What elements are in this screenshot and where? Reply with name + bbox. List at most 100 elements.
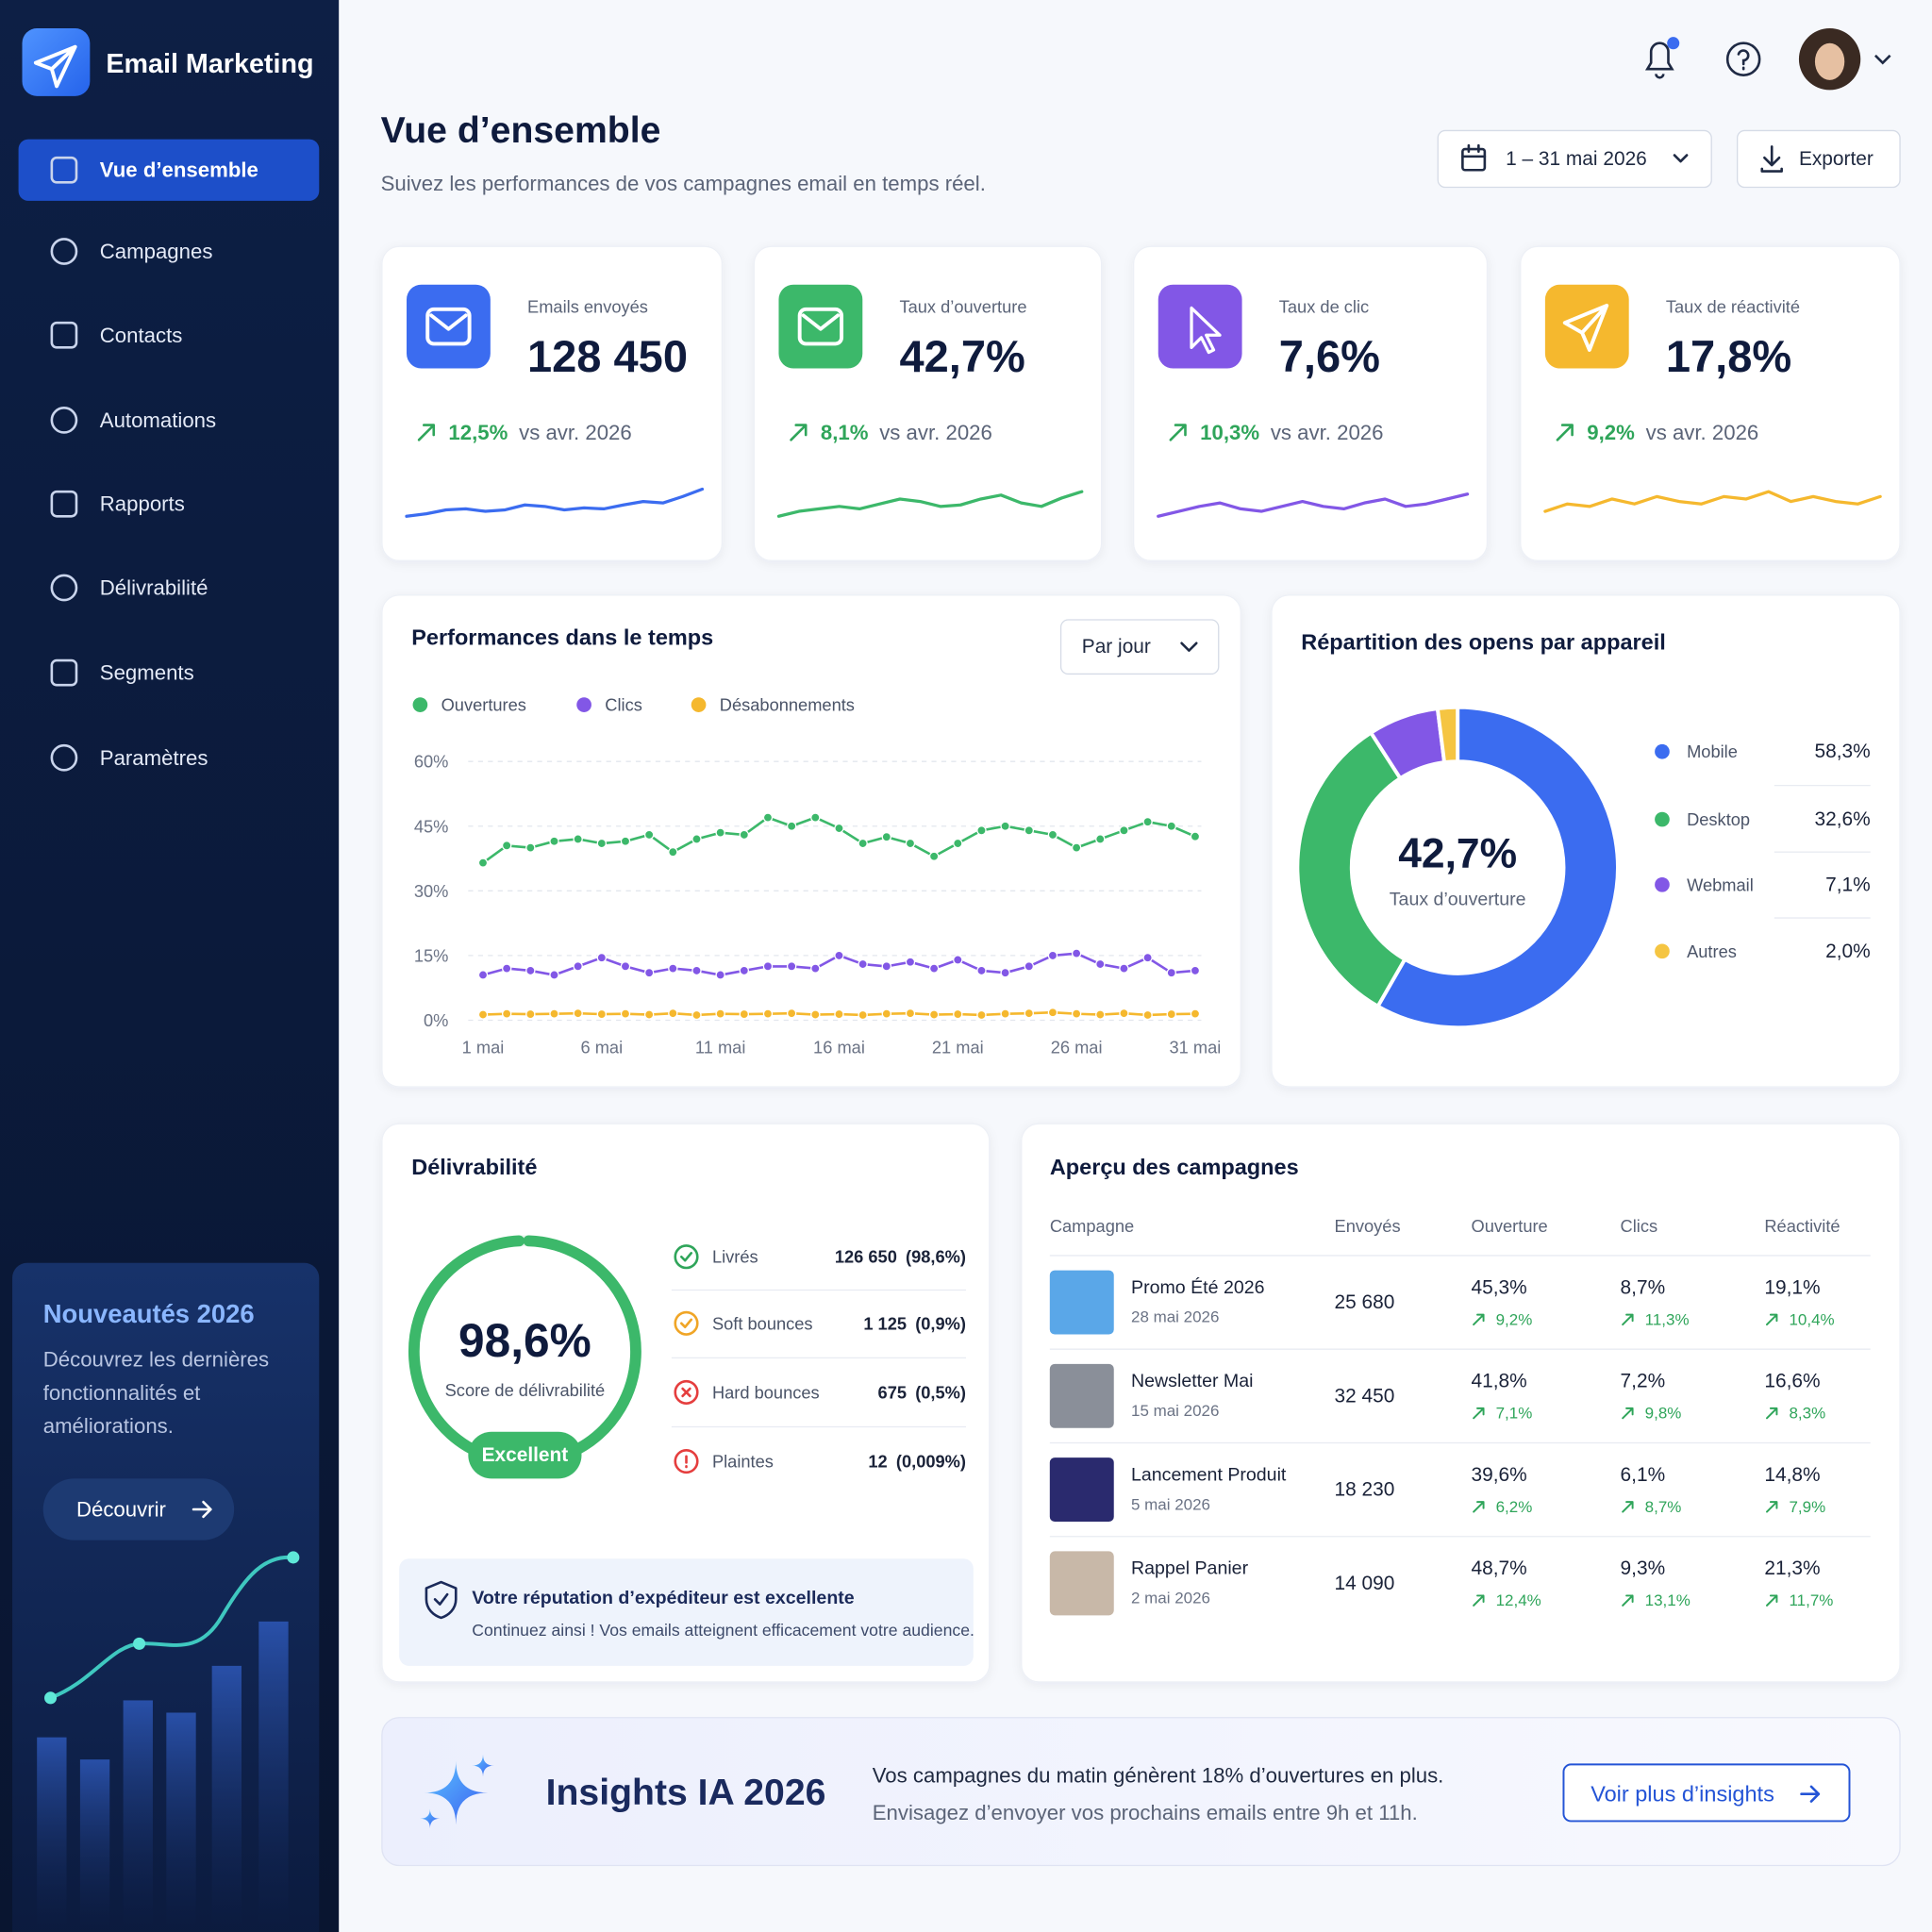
nav-icon: [50, 238, 78, 265]
dropdown-label[interactable]: Par jour: [1082, 636, 1151, 658]
campaign-name[interactable]: Lancement Produit: [1131, 1464, 1287, 1485]
nav-item[interactable]: Campagnes: [100, 240, 213, 263]
kpi-label: Taux de clic: [1279, 297, 1369, 317]
data-point: [1000, 967, 1010, 978]
export-label[interactable]: Exporter: [1799, 148, 1874, 170]
campaign-date: 5 mai 2026: [1131, 1495, 1210, 1513]
nav-item[interactable]: Automations: [100, 408, 216, 432]
legend-value: 2,0%: [1825, 941, 1871, 962]
data-point: [858, 958, 868, 970]
data-point: [549, 970, 559, 980]
kpi-icon: [1158, 284, 1242, 369]
x-tick-label: 16 mai: [813, 1038, 865, 1058]
status-icon: [674, 1379, 699, 1405]
cell-reactivity: 21,3%: [1764, 1557, 1820, 1579]
data-point: [762, 812, 774, 823]
data-point: [1071, 1008, 1082, 1019]
promo-button-label[interactable]: Découvrir: [76, 1498, 167, 1522]
cell-sent: 14 090: [1335, 1573, 1395, 1594]
data-point: [905, 957, 916, 967]
page-title: Vue d’ensemble: [381, 110, 661, 151]
cell-open: 41,8%: [1472, 1371, 1527, 1392]
help-icon[interactable]: [1725, 42, 1761, 76]
legend-swatch: [1655, 743, 1670, 759]
data-point: [596, 1008, 608, 1020]
nav-icon: [50, 574, 78, 602]
date-range[interactable]: 1 – 31 mai 2026: [1506, 148, 1647, 170]
reputation-text: Continuez ainsi ! Vos emails atteignent …: [472, 1621, 974, 1640]
data-point: [976, 1009, 987, 1021]
data-point: [1024, 961, 1035, 972]
avatar-chevron[interactable]: [1874, 54, 1891, 65]
legend-label: Desktop: [1687, 809, 1750, 829]
export-button[interactable]: [1736, 129, 1901, 189]
status-label: Hard bounces: [712, 1382, 820, 1402]
legend-label: Clics: [605, 695, 642, 715]
nav-icon: [50, 321, 78, 349]
data-point: [834, 1008, 844, 1020]
cell-change: 11,3%: [1645, 1310, 1690, 1328]
kpi-label: Taux de réactivité: [1666, 297, 1800, 317]
deco-line: [49, 1555, 294, 1700]
legend-label: Webmail: [1687, 874, 1754, 894]
trend-arrow: [1169, 424, 1187, 441]
data-point: [786, 1008, 797, 1019]
chart-title: Performances dans le temps: [411, 625, 713, 649]
data-point: [739, 829, 750, 841]
campaign-date: 2 mai 2026: [1131, 1590, 1210, 1607]
trend-arrow: [1622, 1407, 1634, 1420]
data-point: [1119, 1008, 1129, 1019]
data-point: [525, 842, 536, 853]
deco-bar: [79, 1759, 110, 1932]
data-point: [834, 823, 844, 834]
data-point: [1190, 1008, 1201, 1019]
dropdown[interactable]: [1059, 619, 1220, 675]
nav-item[interactable]: Paramètres: [100, 746, 208, 770]
sparkline: [1157, 492, 1470, 518]
data-point: [858, 838, 868, 849]
data-point: [668, 1008, 678, 1019]
kpi-value: 128 450: [527, 331, 688, 381]
data-point: [573, 961, 583, 972]
nav-active[interactable]: [18, 139, 320, 201]
data-point: [477, 858, 489, 868]
data-point: [620, 1008, 631, 1019]
nav-item[interactable]: Vue d’ensemble: [100, 158, 258, 182]
insights-button-label[interactable]: Voir plus d’insights: [1591, 1782, 1774, 1807]
nav-item[interactable]: Délivrabilité: [100, 576, 208, 600]
cell-reactivity: 16,6%: [1764, 1371, 1820, 1392]
promo-button[interactable]: [42, 1478, 235, 1541]
bell-icon[interactable]: [1644, 42, 1674, 79]
campaign-name[interactable]: Newsletter Mai: [1131, 1371, 1253, 1391]
nav-item[interactable]: Rapports: [100, 492, 185, 516]
campaign-name[interactable]: Rappel Panier: [1131, 1558, 1249, 1579]
legend-label: Ouvertures: [441, 695, 526, 715]
reputation-title: Votre réputation d’expéditeur est excell…: [472, 1588, 855, 1608]
kpi-label: Emails envoyés: [527, 297, 648, 317]
trend-arrow: [1556, 424, 1574, 441]
nav-item[interactable]: Contacts: [100, 324, 183, 347]
data-point: [549, 1008, 559, 1019]
campaign-thumbnail: [1049, 1457, 1114, 1523]
nav-item[interactable]: Segments: [100, 661, 194, 685]
data-point: [668, 963, 678, 974]
logo[interactable]: [22, 28, 91, 96]
y-tick-label: 60%: [414, 752, 449, 772]
data-point: [1095, 1009, 1106, 1020]
status-glyph: [679, 1318, 693, 1328]
data-point: [1047, 950, 1058, 961]
cell-sent: 32 450: [1335, 1385, 1395, 1407]
insights-button[interactable]: [1562, 1763, 1851, 1823]
donut-slice: [1374, 705, 1620, 1030]
cell-change: 9,8%: [1645, 1405, 1682, 1423]
cell-change: 8,7%: [1645, 1498, 1682, 1516]
date-picker[interactable]: [1437, 129, 1712, 189]
x-tick-label: 26 mai: [1051, 1038, 1103, 1058]
legend-swatch: [576, 697, 591, 712]
cell-clicks: 6,1%: [1621, 1464, 1666, 1486]
campaign-name[interactable]: Promo Été 2026: [1131, 1276, 1265, 1298]
trend-arrow: [1765, 1594, 1778, 1607]
data-point: [525, 965, 536, 976]
deco-bar: [123, 1700, 153, 1932]
